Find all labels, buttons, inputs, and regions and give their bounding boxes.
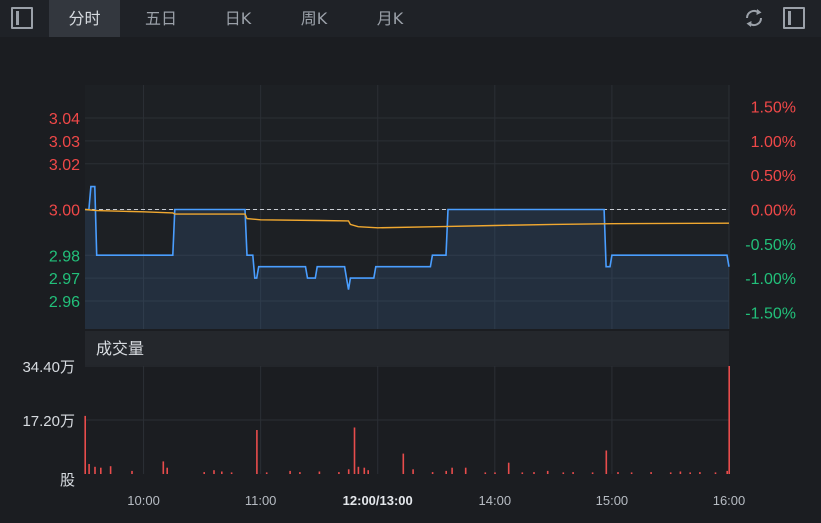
right-panel-toggle-icon[interactable]: [783, 7, 805, 29]
tab-five-day[interactable]: 五日: [144, 9, 177, 28]
percent-tick-label: 0.50%: [751, 168, 796, 185]
volume-bar: [572, 472, 574, 474]
volume-bar: [203, 472, 205, 474]
time-tick-label: 10:00: [127, 493, 160, 508]
volume-tick-label: 股: [60, 471, 75, 489]
volume-tick-label: 17.20万: [22, 413, 75, 430]
price-tick-label: 3.00: [49, 203, 80, 220]
volume-bar: [347, 469, 350, 474]
volume-bar: [451, 467, 453, 474]
percent-tick-label: -0.50%: [745, 237, 796, 254]
volume-bar: [88, 464, 90, 474]
time-axis-labels: 10:00 11:00 12:00/13:00 14:00 15:00 16:00: [127, 493, 745, 508]
refresh-icon[interactable]: [743, 7, 765, 29]
percent-tick-label: -1.50%: [745, 305, 796, 322]
volume-bar: [357, 466, 360, 474]
time-tick-label: 14:00: [479, 493, 512, 508]
tab-monthly-k[interactable]: 月K: [376, 9, 404, 28]
volume-bar: [230, 472, 233, 474]
volume-bar: [213, 470, 215, 474]
price-tick-label: 2.96: [49, 294, 80, 311]
volume-bar: [679, 471, 682, 474]
volume-header: [85, 331, 729, 365]
toolbar: 分时 五日 日K 周K 月K: [0, 0, 821, 37]
volume-bar: [84, 415, 86, 474]
volume-bar: [109, 466, 112, 474]
left-panel-toggle-icon[interactable]: [11, 7, 33, 29]
price-tick-label: 3.04: [49, 111, 80, 128]
volume-bar: [669, 472, 672, 474]
time-tick-label: 12:00/13:00: [343, 493, 413, 508]
time-tick-label: 15:00: [596, 493, 629, 508]
volume-bar: [507, 462, 510, 474]
volume-bar: [591, 472, 594, 474]
volume-grid: [85, 365, 730, 474]
volume-bar: [699, 472, 701, 474]
volume-bar: [546, 470, 549, 474]
price-axis-labels: 3.04 3.03 3.02 3.00 2.98 2.97 2.96: [49, 111, 80, 311]
volume-bar: [617, 472, 619, 474]
volume-bar: [630, 472, 633, 474]
price-area-fill: [85, 186, 729, 329]
average-price-line: [84, 208, 730, 229]
volume-title: 成交量: [96, 339, 144, 358]
percent-axis-labels: 1.50% 1.00% 0.50% 0.00% -0.50% -1.00% -1.50%: [745, 100, 796, 323]
percent-tick-label: -1.00%: [745, 271, 796, 288]
tab-weekly-k[interactable]: 周K: [300, 9, 328, 28]
time-tick-label: 11:00: [245, 493, 277, 508]
volume-bar: [650, 472, 652, 474]
price-plot-bg: [85, 85, 729, 329]
price-tick-label: 3.02: [49, 157, 80, 174]
price-tick-label: 2.97: [49, 271, 80, 288]
volume-bar: [726, 470, 728, 474]
volume-bar: [431, 472, 434, 474]
volume-bar: [521, 472, 524, 474]
volume-bar: [412, 469, 414, 474]
percent-tick-label: 1.50%: [751, 100, 796, 117]
volume-bar: [256, 430, 258, 474]
percent-tick-label: 0.00%: [751, 203, 796, 220]
volume-bar: [94, 466, 96, 474]
volume-bar: [131, 470, 133, 474]
volume-bar: [402, 453, 405, 474]
tab-minute[interactable]: 分时: [49, 0, 120, 37]
price-grid: [85, 85, 730, 329]
volume-bar: [338, 472, 340, 474]
volume-bar: [445, 470, 447, 474]
volume-bars: [84, 366, 730, 474]
volume-bar: [562, 472, 565, 474]
volume-bar: [289, 470, 291, 474]
volume-bar: [265, 472, 268, 474]
volume-bar: [533, 472, 535, 474]
volume-bar: [367, 470, 369, 474]
volume-tick-label: 34.40万: [22, 359, 75, 376]
volume-bar: [166, 467, 168, 474]
volume-bar: [728, 366, 730, 474]
volume-bar: [464, 467, 467, 474]
volume-bar: [353, 427, 356, 474]
volume-bar: [484, 472, 487, 474]
volume-bar: [714, 472, 717, 474]
volume-bar: [221, 471, 223, 474]
price-tick-label: 3.03: [49, 134, 80, 151]
price-tick-label: 2.98: [49, 248, 80, 265]
volume-bar: [605, 450, 608, 474]
tab-daily-k[interactable]: 日K: [224, 9, 252, 28]
volume-bar: [100, 467, 102, 474]
volume-bar: [299, 472, 301, 474]
volume-bar: [363, 467, 366, 474]
volume-bar: [689, 472, 691, 474]
time-tick-label: 16:00: [713, 493, 746, 508]
intraday-chart: 3.04 3.03 3.02 3.00 2.98 2.97 2.96 1.50% 1.00% 0…: [22, 85, 796, 508]
percent-tick-label: 1.00%: [751, 134, 796, 151]
volume-bar: [318, 471, 321, 474]
volume-bar: [494, 472, 496, 474]
price-line: [85, 185, 730, 290]
volume-bar: [162, 461, 165, 474]
